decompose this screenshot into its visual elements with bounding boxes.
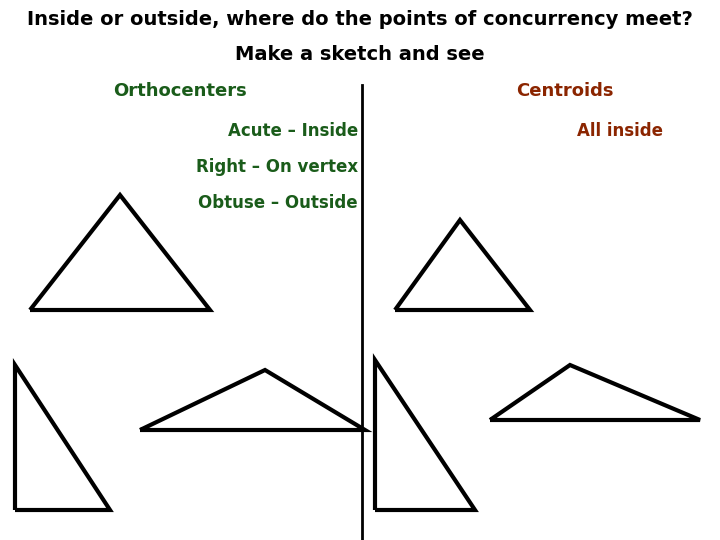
Text: All inside: All inside (577, 122, 663, 140)
Text: Centroids: Centroids (516, 82, 613, 100)
Text: Inside or outside, where do the points of concurrency meet?: Inside or outside, where do the points o… (27, 10, 693, 29)
Text: Make a sketch and see: Make a sketch and see (235, 45, 485, 64)
Text: Orthocenters: Orthocenters (113, 82, 247, 100)
Text: Obtuse – Outside: Obtuse – Outside (199, 194, 358, 212)
Text: Acute – Inside: Acute – Inside (228, 122, 358, 140)
Text: Right – On vertex: Right – On vertex (196, 158, 358, 176)
